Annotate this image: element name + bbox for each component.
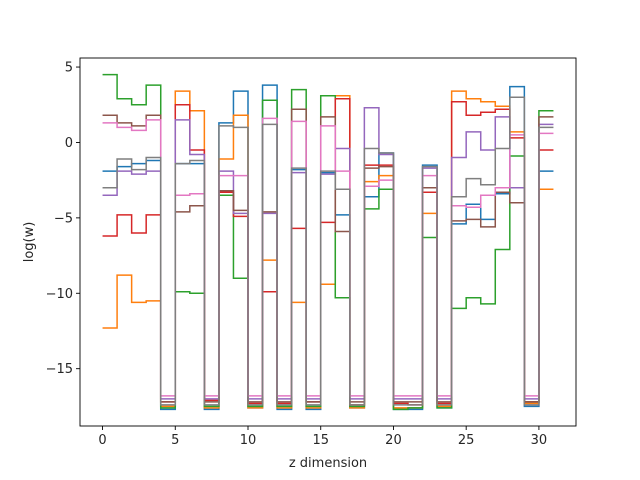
y-tick-label: 0 — [65, 136, 73, 151]
x-tick-label: 20 — [385, 433, 402, 448]
series-layer — [102, 73, 554, 411]
x-tick-label: 10 — [240, 433, 257, 448]
x-tick-label: 15 — [312, 433, 329, 448]
x-tick-label: 5 — [171, 433, 179, 448]
series-line-3 — [102, 73, 554, 411]
y-axis-label: log(w) — [22, 222, 37, 263]
series-line-8 — [102, 96, 554, 406]
x-axis-label: z dimension — [289, 456, 367, 471]
y-tick-label: −5 — [54, 211, 73, 226]
y-tick-label: −15 — [46, 362, 73, 377]
y-tick-label: −10 — [46, 287, 73, 302]
x-tick-label: 30 — [531, 433, 548, 448]
x-tick-label: 0 — [98, 433, 106, 448]
plot-frame — [79, 57, 577, 427]
tick-layer: 0 5 10 15 20 25 30 −15 −10 −5 0 5 — [46, 61, 548, 448]
y-tick-label: 5 — [65, 61, 73, 76]
x-tick-label: 25 — [458, 433, 475, 448]
